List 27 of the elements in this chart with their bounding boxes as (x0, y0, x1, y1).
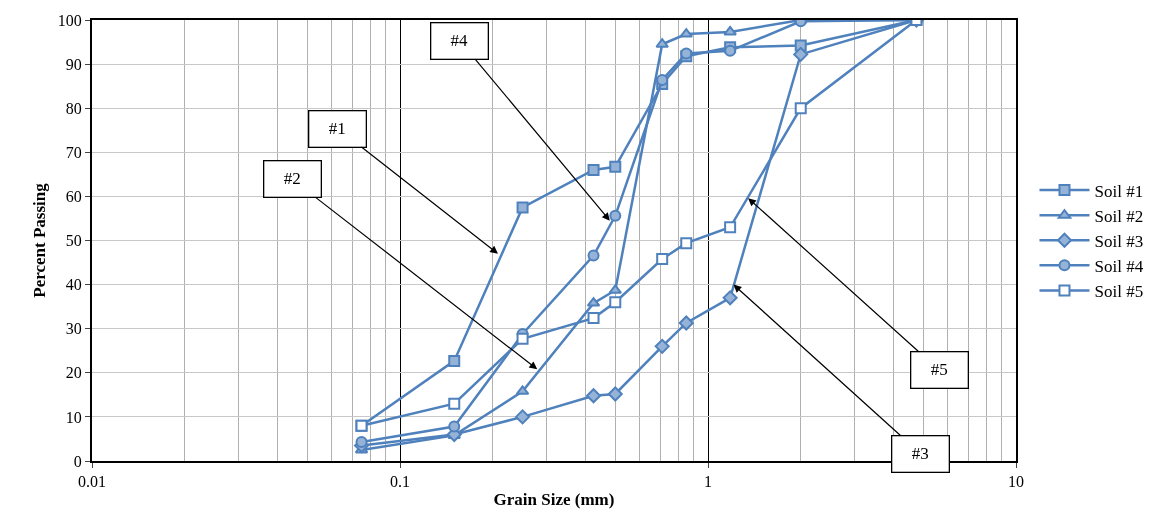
x-axis-title: Grain Size (mm) (493, 490, 615, 510)
y-tick-label: 90 (65, 55, 82, 73)
annotation: #5 (930, 360, 948, 380)
y-tick-label: 80 (65, 99, 82, 117)
legend-label: Soil #4 (1094, 256, 1144, 276)
y-axis-title: Percent Passing (29, 182, 49, 298)
y-tick-label: 100 (57, 11, 82, 29)
y-tick-label: 50 (65, 232, 82, 250)
legend-label: Soil #5 (1094, 282, 1144, 302)
annotation: #1 (328, 119, 346, 139)
y-tick-label: 60 (65, 188, 82, 205)
legend-label: Soil #1 (1094, 181, 1144, 201)
x-tick-label: 0.01 (78, 473, 106, 491)
y-tick-label: 70 (65, 143, 82, 161)
x-tick-label: 1 (704, 473, 712, 491)
y-tick-label: 30 (65, 320, 82, 338)
y-tick-label: 20 (65, 364, 82, 382)
annotation: #4 (450, 31, 469, 51)
annotation: #3 (911, 444, 929, 464)
legend-label: Soil #3 (1094, 231, 1144, 251)
legend-label: Soil #2 (1094, 206, 1144, 226)
x-tick-label: 0.1 (390, 473, 410, 491)
y-tick-label: 10 (65, 408, 82, 426)
annotation: #2 (283, 169, 301, 189)
x-tick-label: 10 (1008, 473, 1024, 491)
y-tick-label: 0 (73, 452, 82, 470)
y-tick-label: 40 (65, 276, 82, 294)
